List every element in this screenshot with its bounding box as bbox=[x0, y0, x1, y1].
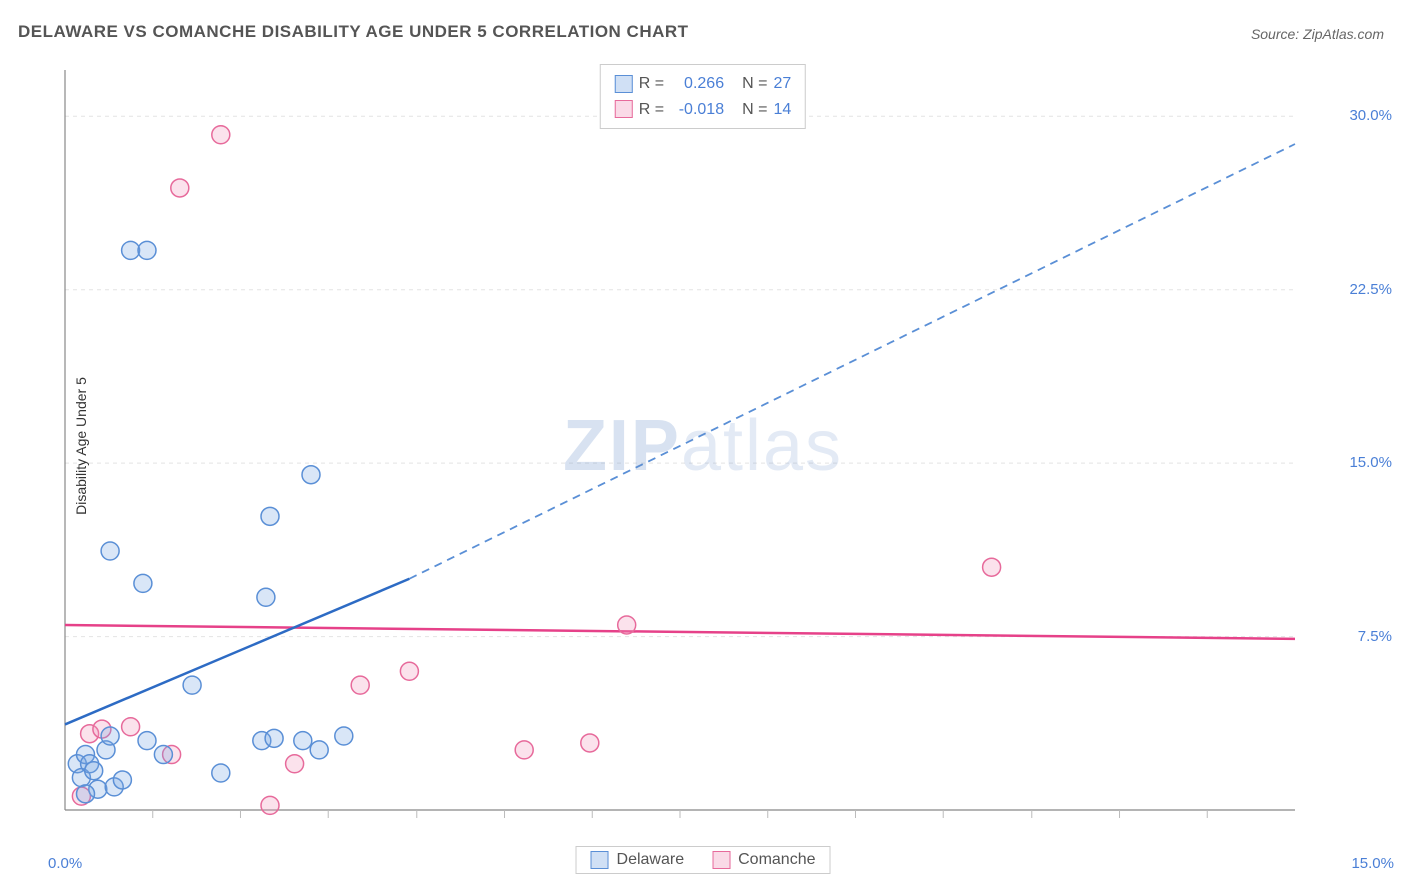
legend-swatch-delaware bbox=[591, 851, 609, 869]
r-label: R = bbox=[639, 97, 664, 123]
scatter-chart bbox=[55, 60, 1355, 840]
y-tick-0: 7.5% bbox=[1358, 628, 1392, 645]
correlation-legend: R = 0.266 N = 27 R = -0.018 N = 14 bbox=[600, 64, 806, 129]
legend-swatch-comanche bbox=[712, 851, 730, 869]
r-value: -0.018 bbox=[670, 97, 724, 123]
y-axis-label: Disability Age Under 5 bbox=[73, 377, 89, 515]
plot-area bbox=[55, 60, 1355, 840]
x-tick-0: 0.0% bbox=[48, 855, 82, 872]
y-tick-3: 30.0% bbox=[1349, 107, 1392, 124]
legend-label: Delaware bbox=[617, 851, 685, 869]
legend-item-comanche: Comanche bbox=[712, 851, 815, 869]
y-tick-1: 15.0% bbox=[1349, 454, 1392, 471]
series-legend: Delaware Comanche bbox=[576, 846, 831, 874]
legend-row-delaware: R = 0.266 N = 27 bbox=[615, 71, 791, 97]
x-tick-1: 15.0% bbox=[1351, 855, 1394, 872]
n-label: N = bbox=[742, 71, 767, 97]
legend-row-comanche: R = -0.018 N = 14 bbox=[615, 97, 791, 123]
legend-label: Comanche bbox=[738, 851, 815, 869]
legend-item-delaware: Delaware bbox=[591, 851, 685, 869]
n-value: 14 bbox=[773, 97, 791, 123]
n-value: 27 bbox=[773, 71, 791, 97]
r-value: 0.266 bbox=[670, 71, 724, 97]
legend-swatch-comanche bbox=[615, 100, 633, 118]
chart-title: DELAWARE VS COMANCHE DISABILITY AGE UNDE… bbox=[18, 22, 689, 42]
y-tick-2: 22.5% bbox=[1349, 281, 1392, 298]
legend-swatch-delaware bbox=[615, 75, 633, 93]
n-label: N = bbox=[742, 97, 767, 123]
source-label: Source: ZipAtlas.com bbox=[1251, 26, 1384, 42]
r-label: R = bbox=[639, 71, 664, 97]
